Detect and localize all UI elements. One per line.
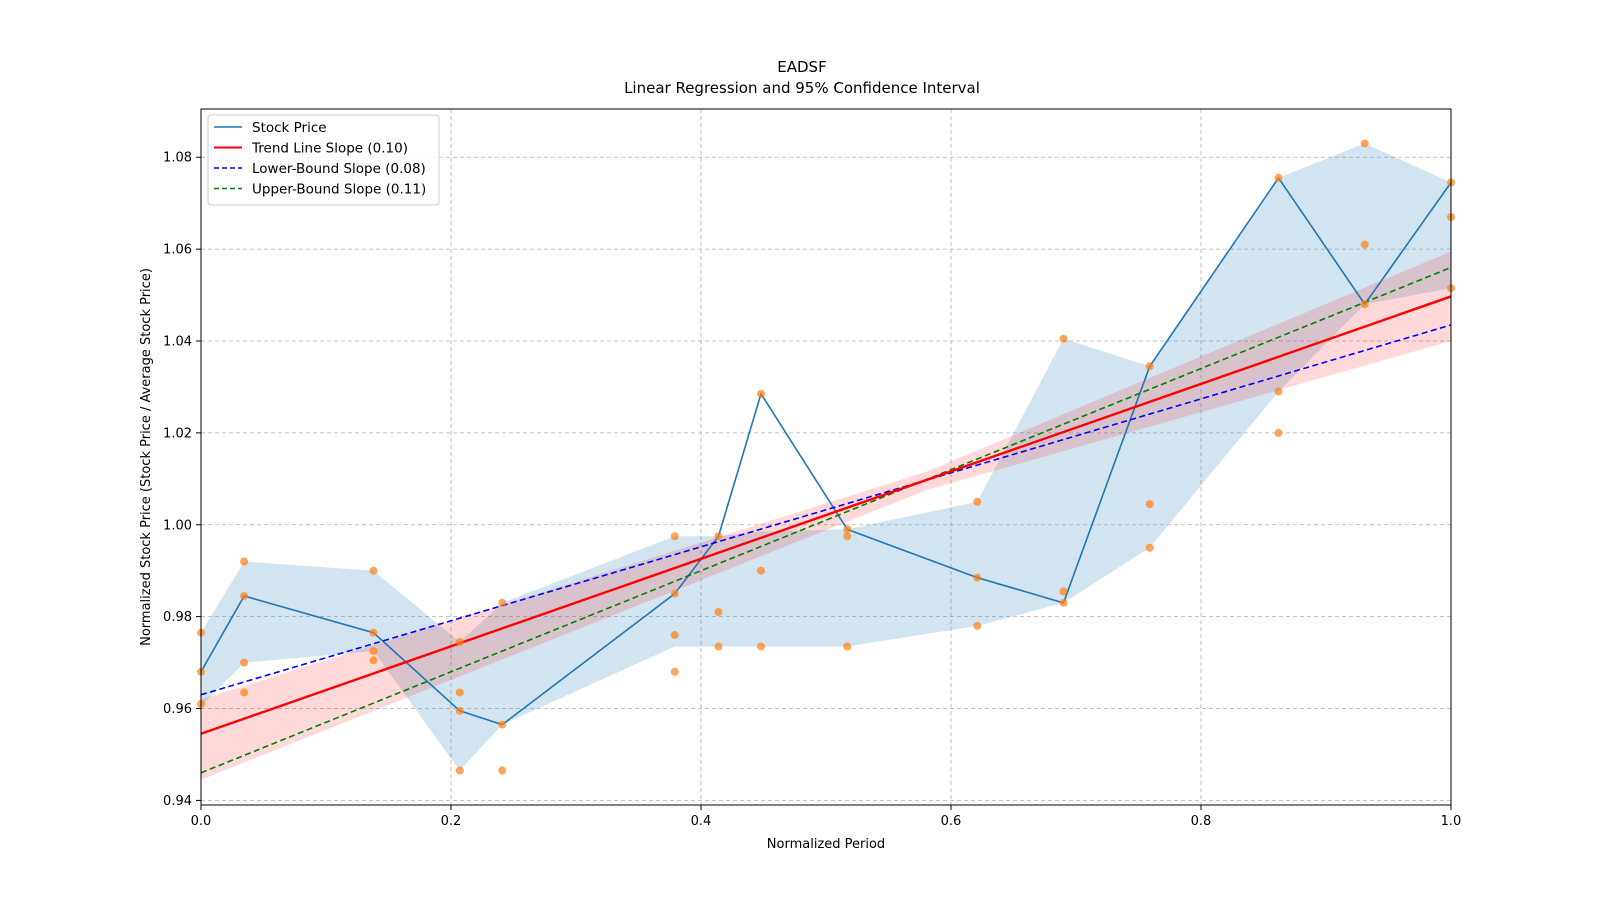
- legend-label: Upper-Bound Slope (0.11): [252, 182, 426, 198]
- scatter-point: [757, 566, 765, 575]
- scatter-point: [455, 706, 464, 715]
- x-tick-label: 0.4: [691, 814, 712, 829]
- scatter-point: [455, 637, 464, 646]
- y-tick-label: 0.94: [163, 794, 192, 809]
- y-tick-label: 1.02: [163, 426, 192, 441]
- y-tick-label: 0.98: [163, 610, 192, 625]
- scatter-point: [240, 688, 249, 697]
- y-tick-label: 1.04: [163, 335, 192, 350]
- scatter-point: [1360, 240, 1369, 249]
- legend-label: Lower-Bound Slope (0.08): [252, 161, 426, 177]
- stock-price-band: [201, 143, 1451, 771]
- y-axis-label: Normalized Stock Price (Stock Price / Av…: [139, 268, 154, 646]
- scatter-point: [973, 621, 982, 630]
- scatter-point: [843, 642, 852, 651]
- scatter-point: [1059, 598, 1068, 607]
- scatter-point: [714, 532, 723, 541]
- y-tick-label: 1.08: [163, 151, 192, 166]
- legend-label: Stock Price: [252, 120, 327, 136]
- scatter-point: [498, 598, 507, 607]
- scatter-point: [369, 566, 378, 575]
- scatter-point: [714, 642, 723, 651]
- scatter-point: [843, 525, 852, 534]
- x-tick-label: 0.8: [1191, 814, 1212, 829]
- trend-line: [200, 295, 1452, 735]
- scatter-point: [455, 766, 464, 775]
- scatter-point: [1360, 300, 1369, 309]
- axis-ticks: 0.0 0.2 0.4 0.6 0.8 1.0 0.94 0.96 0.98 1.00 1.02 1.…: [163, 151, 1461, 829]
- scatter-point: [240, 591, 249, 600]
- plot-frame: [200, 108, 1452, 806]
- scatter-point: [369, 656, 378, 665]
- scatter-point: [973, 573, 982, 582]
- scatter-point: [1274, 387, 1283, 396]
- y-tick-label: 0.96: [163, 702, 192, 717]
- scatter-point: [1145, 500, 1154, 509]
- scatter-point: [1145, 543, 1154, 552]
- scatter-point: [369, 628, 378, 637]
- x-tick-label: 0.6: [941, 814, 962, 829]
- scatter-point: [1145, 362, 1154, 371]
- scatter-point: [498, 766, 507, 775]
- scatter-point: [670, 631, 679, 640]
- scatter-point: [1274, 173, 1283, 182]
- y-tick-label: 1.06: [163, 243, 192, 258]
- x-tick-label: 0.0: [191, 814, 212, 829]
- scatter-point: [714, 608, 723, 617]
- scatter-point: [843, 532, 852, 541]
- scatter-point: [757, 389, 765, 398]
- x-tick-label: 1.0: [1441, 814, 1462, 829]
- scatter-point: [670, 667, 679, 676]
- legend: Stock Price Trend Line Slope (0.10) Lower-…: [207, 114, 440, 206]
- scatter-point: [670, 589, 679, 598]
- x-tick-label: 0.2: [441, 814, 462, 829]
- scatter-point: [1274, 428, 1283, 437]
- scatter-point: [369, 647, 378, 656]
- scatter-point: [1059, 587, 1068, 596]
- grid: [200, 109, 1452, 805]
- scatter-point: [240, 557, 249, 566]
- x-axis-label: Normalized Period: [767, 837, 885, 852]
- stock-price-band-area: [201, 143, 1451, 771]
- y-tick-label: 1.00: [163, 518, 192, 533]
- lower-bound-line: [200, 324, 1452, 696]
- legend-frame: [207, 114, 440, 206]
- scatter-point: [240, 658, 249, 667]
- scatter-point: [1059, 334, 1068, 343]
- scatter-point: [498, 720, 507, 729]
- legend-label: Trend Line Slope (0.10): [251, 141, 408, 157]
- scatter-point: [757, 642, 765, 651]
- chart-title: EADSF: [777, 58, 826, 76]
- scatter-point: [973, 497, 982, 506]
- scatter-point: [455, 688, 464, 697]
- upper-bound-line: [200, 266, 1452, 774]
- chart-subtitle: Linear Regression and 95% Confidence Int…: [624, 79, 980, 97]
- scatter-point: [1360, 139, 1369, 148]
- scatter-point: [670, 532, 679, 541]
